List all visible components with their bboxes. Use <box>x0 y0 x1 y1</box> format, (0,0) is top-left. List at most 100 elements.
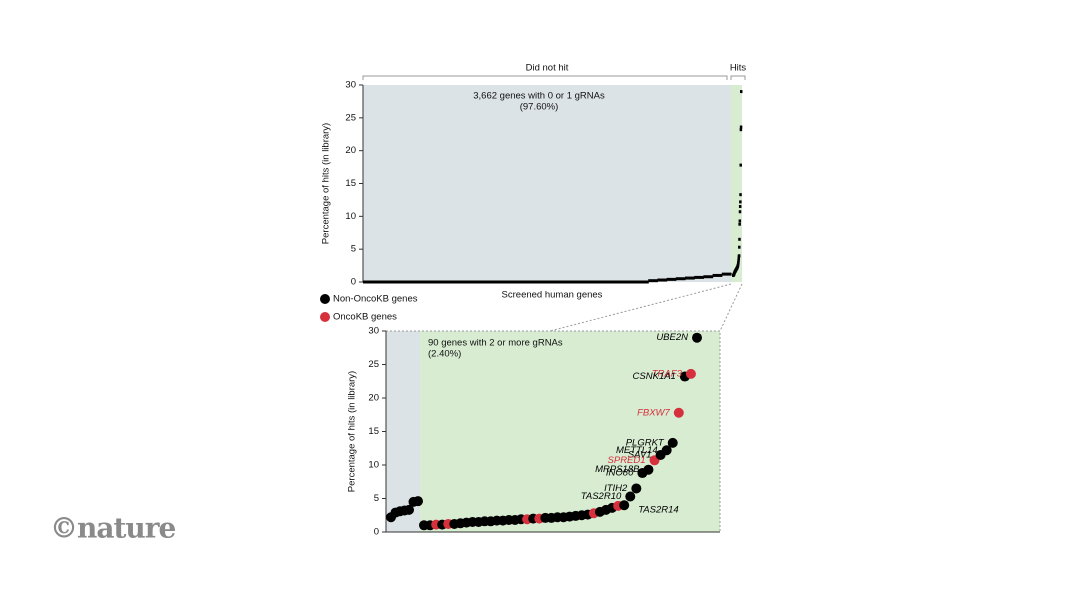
legend-label: OncoKB genes <box>333 312 397 323</box>
bracket <box>362 75 728 80</box>
point <box>739 163 742 167</box>
gene-label: FBXW7 <box>637 407 670 418</box>
point <box>694 275 704 279</box>
y-axis-label: Percentage of hits (in library) <box>347 371 358 492</box>
point <box>519 280 530 284</box>
point <box>737 256 741 260</box>
point <box>740 90 743 94</box>
legend-label: Non-OncoKB genes <box>333 294 418 305</box>
y-tick-label: 10 <box>368 460 379 471</box>
point <box>639 280 649 284</box>
legend-swatch <box>320 312 330 322</box>
y-tick-label: 20 <box>345 145 356 156</box>
gene-label: MRPS18B <box>595 464 640 475</box>
bracket <box>730 75 746 80</box>
y-tick-label: 0 <box>374 527 379 538</box>
point <box>372 280 382 284</box>
point <box>739 128 743 132</box>
gene-label: TAS2R10 <box>581 491 622 502</box>
point <box>363 280 373 284</box>
point <box>738 210 742 214</box>
gene-label: TAS2R14 <box>638 505 678 516</box>
legend-swatch <box>320 294 330 304</box>
point <box>631 483 642 494</box>
y-tick-label: 30 <box>368 326 379 337</box>
point <box>409 280 419 284</box>
region-no-hit <box>363 85 731 282</box>
point <box>427 280 438 284</box>
point <box>455 280 465 284</box>
y-tick-label: 25 <box>368 359 379 370</box>
region-label: Did not hit <box>526 63 569 74</box>
point <box>390 280 401 284</box>
gene-label: TRAF3 <box>652 368 683 379</box>
y-tick-label: 5 <box>351 244 356 255</box>
point <box>565 280 576 284</box>
point <box>619 500 630 511</box>
point <box>721 272 732 276</box>
region-hit <box>420 331 720 532</box>
annotation: (2.40%) <box>428 349 461 360</box>
y-tick-label: 20 <box>368 393 379 404</box>
gene-label: PLGRKT <box>626 437 665 448</box>
zoom-line <box>549 283 743 332</box>
point <box>737 258 740 262</box>
point <box>667 437 678 448</box>
point <box>537 280 548 284</box>
point <box>657 278 668 282</box>
region-label: Hits <box>730 63 747 74</box>
point <box>738 222 741 226</box>
point <box>482 280 493 284</box>
point <box>661 445 672 456</box>
gene-label: INO80 <box>606 468 634 479</box>
y-tick-label: 30 <box>345 80 356 91</box>
annotation: (97.60%) <box>520 102 559 113</box>
y-tick-label: 15 <box>368 426 379 437</box>
point <box>666 277 677 281</box>
point <box>739 125 743 129</box>
point <box>673 407 684 418</box>
gene-label: METTL14 <box>616 445 658 456</box>
y-axis-label: Percentage of hits (in library) <box>321 123 332 244</box>
point <box>629 280 640 284</box>
point <box>436 280 447 284</box>
point <box>574 280 585 284</box>
gene-label: ITIH2 <box>604 483 628 494</box>
point <box>547 280 557 284</box>
annotation: 3,662 genes with 0 or 1 gRNAs <box>473 91 605 102</box>
point <box>739 200 742 204</box>
point <box>464 280 474 284</box>
region-hit <box>731 85 742 282</box>
point <box>737 260 740 264</box>
y-tick-label: 0 <box>351 277 356 288</box>
point <box>738 237 741 241</box>
point <box>703 275 714 279</box>
point <box>602 280 612 284</box>
point <box>413 496 423 507</box>
point <box>685 368 696 379</box>
point <box>491 280 502 284</box>
annotation: 90 genes with 2 or more gRNAs <box>428 338 563 349</box>
x-axis-label: Screened human genes <box>502 290 603 301</box>
point <box>737 254 741 258</box>
point <box>510 280 520 284</box>
point <box>399 280 410 284</box>
point <box>675 277 686 281</box>
y-tick-label: 15 <box>345 178 356 189</box>
point <box>738 245 741 249</box>
logo: ©nature <box>50 512 176 545</box>
point <box>593 280 603 284</box>
point <box>692 332 702 343</box>
point <box>473 280 484 284</box>
y-tick-label: 25 <box>345 112 356 123</box>
y-tick-label: 10 <box>345 211 356 222</box>
point <box>685 276 695 280</box>
point <box>620 280 631 284</box>
point <box>643 464 654 475</box>
point <box>739 193 742 197</box>
point <box>625 491 636 502</box>
y-tick-label: 5 <box>374 493 379 504</box>
point <box>528 280 539 284</box>
gene-label: SPRED1 <box>608 455 646 466</box>
